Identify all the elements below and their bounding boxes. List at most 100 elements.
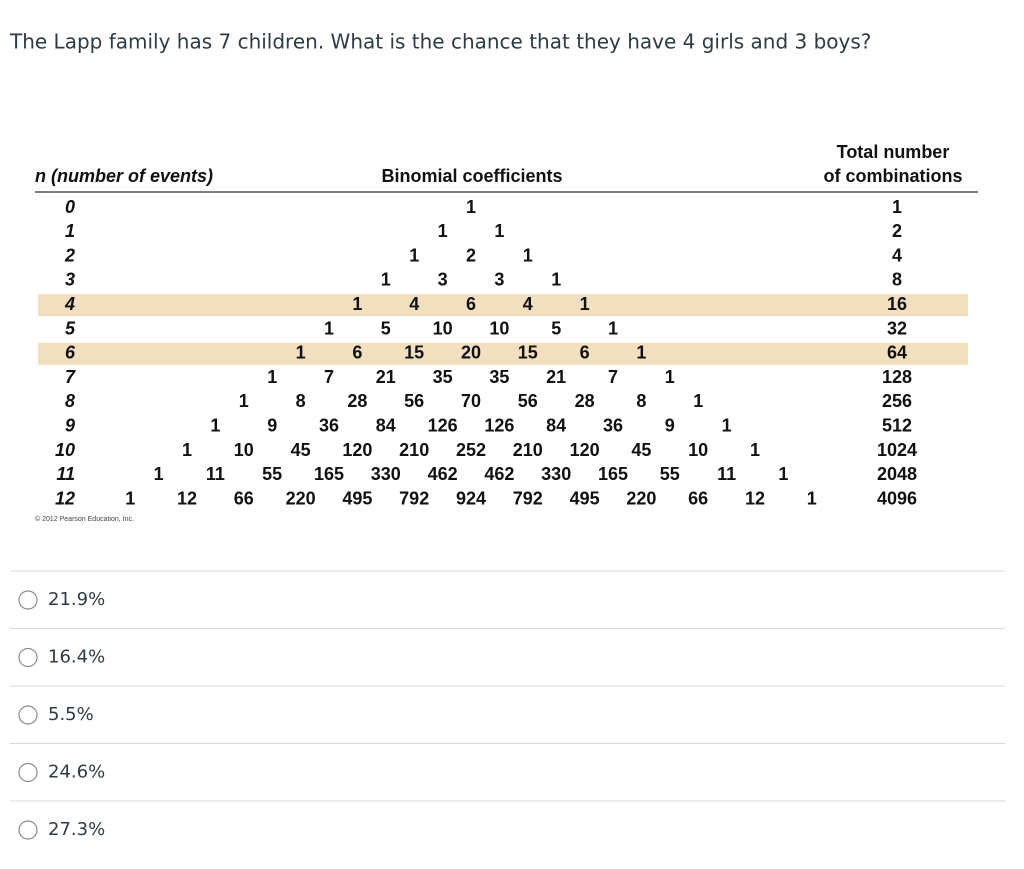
coefficient: 1 [778,464,788,484]
coefficient: 45 [631,440,651,460]
total: 4096 [877,488,917,508]
question: The Lapp family has 7 children. What is … [9,30,871,54]
coefficient: 330 [371,464,401,484]
coefficient: 120 [570,440,600,460]
coefficient: 12 [177,488,197,508]
answer-option[interactable]: 16.4% [18,647,105,668]
answer-option[interactable]: 21.9% [18,589,105,610]
coefficient: 1 [154,464,164,484]
radio-button[interactable] [18,705,38,725]
option-label: 27.3% [48,819,105,840]
coefficient: 11 [717,464,736,484]
coefficient: 792 [513,488,543,508]
coefficient: 12 [745,488,765,508]
total: 512 [882,415,912,435]
coefficient: 1 [665,367,675,387]
coefficient: 126 [484,415,514,435]
coefficient: 28 [575,391,595,411]
total: 1024 [877,440,917,460]
coefficient: 120 [342,440,372,460]
coefficient: 1 [580,294,590,314]
coefficient: 66 [234,488,254,508]
n-value: 4 [64,294,75,314]
coefficient: 4 [523,294,533,314]
coefficient: 8 [296,391,306,411]
option-label: 21.9% [48,589,105,610]
coefficient: 55 [660,464,680,484]
radio-button[interactable] [18,647,38,668]
total: 8 [892,270,902,290]
coefficient: 55 [262,464,282,484]
coefficient: 70 [461,391,481,411]
total-header: of combinations [824,166,963,186]
coefficient: 20 [461,343,481,363]
coefficient: 84 [546,415,566,435]
answer-option[interactable]: 5.5% [18,704,94,725]
coefficient: 9 [267,415,277,435]
coefficient: 56 [518,391,538,411]
coefficient: 3 [438,270,448,290]
coefficient: 5 [381,318,391,338]
radio-button[interactable] [18,820,38,840]
radio-button[interactable] [18,762,38,783]
coefficient: 4 [409,294,419,314]
n-value: 0 [65,197,75,217]
total: 32 [887,318,907,338]
coefficient: 924 [456,488,486,508]
coefficient: 6 [352,343,362,363]
coefficient: 66 [688,488,708,508]
coefficient: 220 [626,488,656,508]
n-value: 1 [65,221,75,241]
coefficient: 15 [518,343,538,363]
total: 1 [892,197,902,217]
coefficient: 1 [352,294,362,314]
coefficient: 1 [523,245,533,265]
n-value: 7 [65,367,76,387]
coefficient: 36 [603,415,623,435]
coefficient: 6 [580,343,590,363]
coefficient: 3 [494,270,504,290]
coefficient: 28 [347,391,367,411]
coefficient: 21 [546,367,566,387]
coefficient: 84 [376,415,396,435]
coefficient: 15 [404,343,424,363]
n-value: 6 [65,343,76,363]
coefficient: 1 [267,367,277,387]
coefficients-header: Binomial coefficients [381,166,562,186]
coefficient: 126 [428,415,458,435]
coefficient: 165 [598,464,628,484]
row-highlight [38,342,968,365]
n-value: 10 [55,440,75,460]
coefficient: 495 [570,488,600,508]
n-value: 3 [65,270,75,290]
coefficient: 330 [541,464,571,484]
n-value: 5 [65,318,76,338]
coefficient: 45 [291,440,311,460]
coefficient: 1 [239,391,249,411]
answer-option[interactable]: 24.6% [18,762,105,783]
credit: © 2012 Pearson Education, Inc. [35,515,134,523]
coefficient: 495 [342,488,372,508]
coefficient: 7 [608,367,618,387]
coefficient: 1 [409,245,419,265]
coefficient: 462 [484,464,514,484]
coefficient: 9 [665,415,675,435]
coefficient: 6 [466,294,476,314]
radio-button[interactable] [18,590,38,610]
answer-option[interactable]: 27.3% [18,819,105,840]
coefficient: 1 [324,318,334,338]
coefficient: 1 [210,415,220,435]
coefficient: 10 [489,318,509,338]
coefficient: 2 [466,245,476,265]
coefficient: 11 [206,464,225,484]
total: 16 [887,294,907,314]
coefficient: 10 [433,318,453,338]
coefficient: 1 [466,197,476,217]
coefficient: 1 [438,221,448,241]
total: 2 [892,221,902,241]
coefficient: 10 [234,440,254,460]
total: 2048 [877,464,917,484]
coefficient: 7 [324,367,334,387]
coefficient: 165 [314,464,344,484]
